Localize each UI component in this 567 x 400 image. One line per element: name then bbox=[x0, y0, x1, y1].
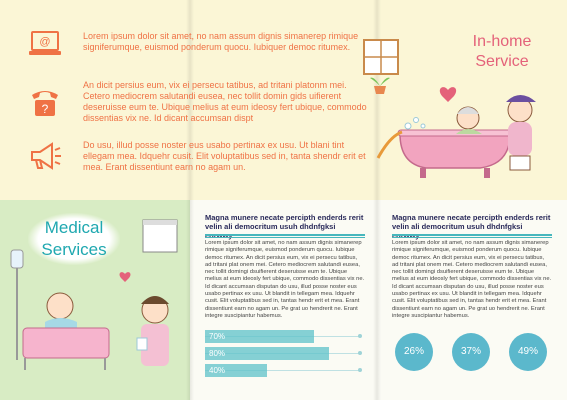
progress-bar-label: 80% bbox=[209, 349, 226, 358]
heart-icon bbox=[439, 87, 457, 102]
fold-line-left bbox=[186, 0, 194, 400]
progress-bar-label: 70% bbox=[209, 332, 226, 341]
stat-circle-1: 26% bbox=[395, 333, 433, 371]
column-2-body: Lorem ipsum dolor sit amet, no nam assum… bbox=[392, 240, 552, 319]
block-text-1: Lorem ipsum dolor sit amet, no nam assum… bbox=[83, 31, 359, 52]
medical-services-title: Medical Services bbox=[28, 213, 120, 265]
elderly-person-icon bbox=[456, 106, 482, 134]
inhome-title-line1: In-home bbox=[472, 33, 532, 50]
bathtub-illustration bbox=[363, 39, 536, 178]
block-text-3: Do usu, illud posse noster eus usabo per… bbox=[83, 140, 366, 172]
inhome-service-title: In-home Service bbox=[462, 32, 542, 72]
svg-text:?: ? bbox=[42, 102, 49, 116]
medical-title-line1: Medical bbox=[44, 218, 104, 237]
iv-stand-icon bbox=[10, 249, 24, 360]
hospital-bed-icon bbox=[22, 327, 110, 370]
laptop-email-icon: @ bbox=[29, 31, 61, 55]
inhome-title-line2: Service bbox=[475, 53, 529, 70]
block-text-2: An dicit persius eum, vix ei persecu tat… bbox=[83, 80, 367, 123]
fold-line-right bbox=[373, 0, 381, 400]
stat-circle-3: 49% bbox=[509, 333, 547, 371]
progress-bar-1: 70% bbox=[205, 330, 365, 343]
bathtub-icon bbox=[397, 129, 513, 178]
progress-bar-fill bbox=[205, 347, 329, 360]
telephone-question-icon: ? bbox=[32, 91, 58, 116]
caregiver-icon bbox=[506, 95, 536, 171]
shower-hose-icon bbox=[376, 130, 403, 159]
progress-bar-label: 40% bbox=[209, 366, 226, 375]
column-1-divider bbox=[205, 234, 365, 236]
megaphone-icon bbox=[31, 142, 61, 170]
nurse-icon bbox=[136, 296, 169, 366]
progress-bar-fill bbox=[205, 364, 267, 377]
bubbles-icon bbox=[404, 117, 426, 130]
calendar-icon bbox=[142, 219, 178, 253]
stat-circle-2: 37% bbox=[452, 333, 490, 371]
column-2-divider bbox=[392, 234, 552, 236]
plant-icon bbox=[370, 77, 390, 94]
progress-bar-fill bbox=[205, 330, 314, 343]
svg-text:@: @ bbox=[39, 36, 50, 48]
window-icon bbox=[363, 39, 399, 75]
column-1-body: Lorem ipsum dolor sit amet, no nam assum… bbox=[205, 240, 365, 319]
progress-bar-3: 40% bbox=[205, 364, 365, 377]
hospital-illustration bbox=[10, 219, 178, 370]
progress-bar-2: 80% bbox=[205, 347, 365, 360]
medical-title-line2: Services bbox=[41, 240, 107, 259]
column-1-divider-thin bbox=[205, 237, 365, 238]
column-2-divider-thin bbox=[392, 237, 552, 238]
heart-icon bbox=[119, 272, 131, 282]
